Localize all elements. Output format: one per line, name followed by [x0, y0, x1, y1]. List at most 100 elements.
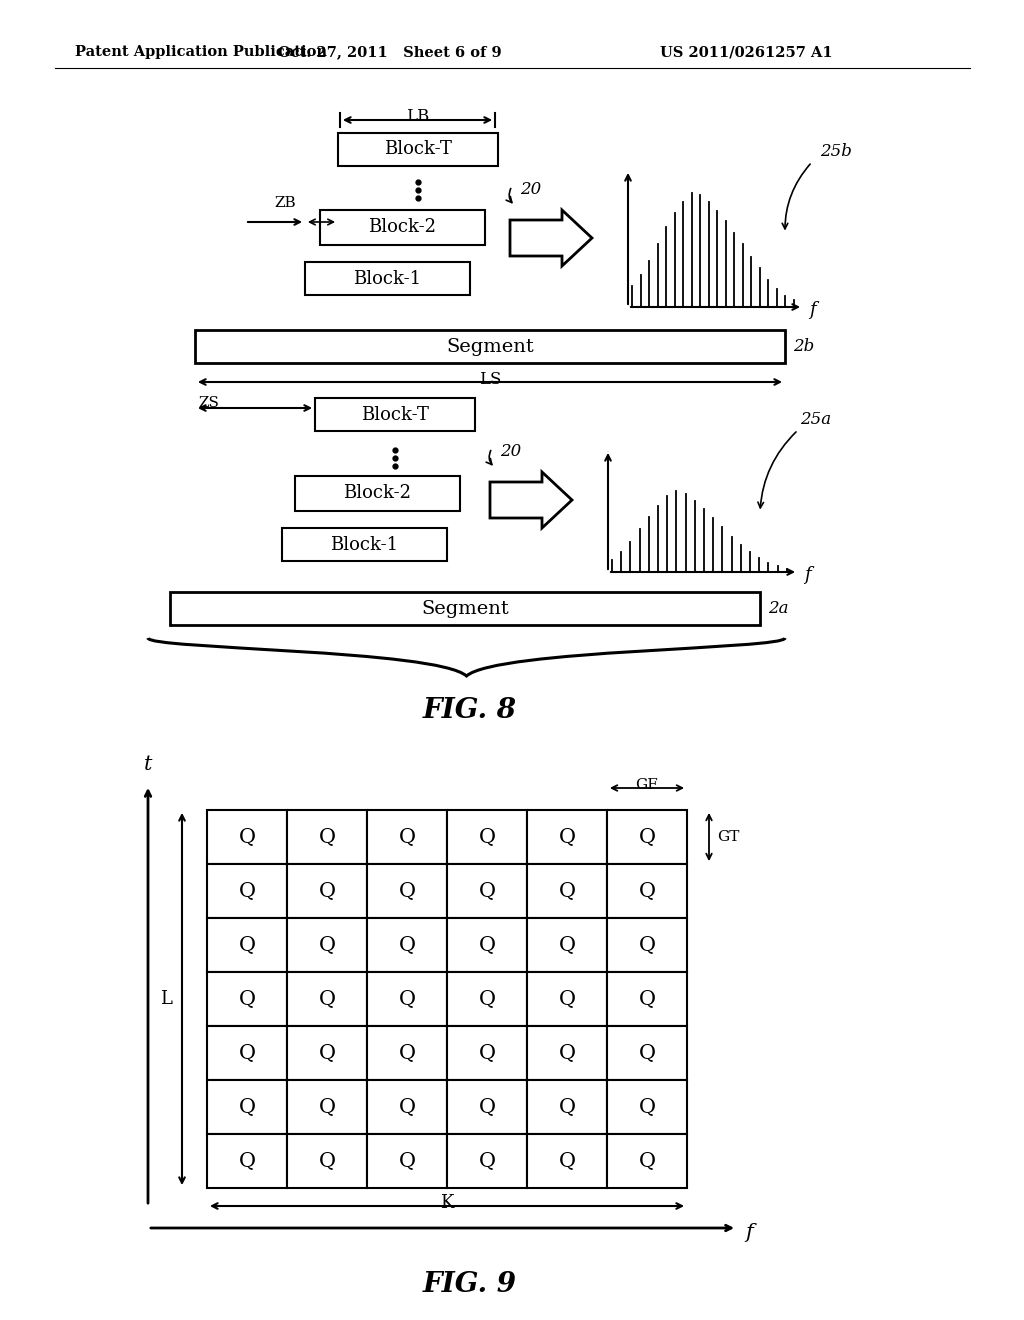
Text: 25a: 25a: [800, 412, 831, 429]
Text: Q: Q: [478, 936, 496, 954]
Bar: [447, 917, 527, 972]
Bar: [207, 972, 287, 1026]
Bar: [367, 917, 447, 972]
Text: Q: Q: [398, 990, 416, 1008]
Text: Q: Q: [639, 1151, 655, 1171]
Bar: [527, 917, 607, 972]
Bar: [607, 810, 687, 865]
Text: 20: 20: [520, 181, 542, 198]
Text: Segment: Segment: [421, 599, 509, 618]
Bar: [367, 1134, 447, 1188]
Text: Q: Q: [558, 882, 575, 900]
Text: 2a: 2a: [768, 601, 788, 616]
Text: Block-1: Block-1: [331, 536, 398, 553]
Bar: [295, 477, 460, 511]
Text: t: t: [143, 755, 153, 774]
Bar: [447, 972, 527, 1026]
Bar: [527, 1080, 607, 1134]
Text: Q: Q: [318, 828, 336, 846]
Text: Q: Q: [239, 828, 256, 846]
Bar: [287, 1080, 367, 1134]
Bar: [607, 917, 687, 972]
Bar: [607, 972, 687, 1026]
Text: ZS: ZS: [198, 396, 219, 411]
Bar: [195, 330, 785, 363]
Text: Q: Q: [239, 1151, 256, 1171]
Text: Q: Q: [558, 828, 575, 846]
Text: US 2011/0261257 A1: US 2011/0261257 A1: [660, 45, 833, 59]
Text: GF: GF: [636, 777, 658, 792]
Bar: [607, 1080, 687, 1134]
Text: Q: Q: [478, 882, 496, 900]
Text: Block-1: Block-1: [353, 269, 422, 288]
Text: f: f: [804, 566, 811, 583]
Bar: [287, 1134, 367, 1188]
Text: Q: Q: [398, 936, 416, 954]
Text: 2b: 2b: [793, 338, 814, 355]
Bar: [207, 1026, 287, 1080]
Text: Q: Q: [639, 990, 655, 1008]
Text: Block-T: Block-T: [384, 140, 452, 158]
Text: Segment: Segment: [446, 338, 534, 355]
Bar: [338, 133, 498, 166]
Bar: [287, 810, 367, 865]
Polygon shape: [510, 210, 592, 267]
Bar: [287, 972, 367, 1026]
Text: Q: Q: [639, 882, 655, 900]
Text: FIG. 8: FIG. 8: [423, 697, 517, 723]
Text: Q: Q: [398, 882, 416, 900]
Text: Q: Q: [398, 828, 416, 846]
Bar: [367, 810, 447, 865]
Bar: [287, 917, 367, 972]
Text: Q: Q: [478, 828, 496, 846]
Text: Q: Q: [239, 1044, 256, 1063]
Text: Q: Q: [478, 1044, 496, 1063]
Bar: [367, 972, 447, 1026]
Bar: [367, 1026, 447, 1080]
Bar: [287, 1026, 367, 1080]
Bar: [447, 1026, 527, 1080]
Text: Block-2: Block-2: [343, 484, 412, 503]
Bar: [447, 1134, 527, 1188]
Text: f: f: [809, 301, 816, 319]
Text: Q: Q: [478, 1097, 496, 1117]
Text: Q: Q: [318, 936, 336, 954]
Text: Q: Q: [318, 1097, 336, 1117]
Bar: [607, 865, 687, 917]
Text: Q: Q: [639, 1044, 655, 1063]
Text: Q: Q: [639, 828, 655, 846]
Bar: [315, 399, 475, 432]
Text: FIG. 9: FIG. 9: [423, 1271, 517, 1299]
Bar: [527, 972, 607, 1026]
Text: GT: GT: [717, 830, 739, 843]
Text: 20: 20: [500, 444, 521, 461]
Text: Q: Q: [558, 1044, 575, 1063]
Bar: [170, 591, 760, 624]
Bar: [207, 917, 287, 972]
Text: LS: LS: [479, 371, 501, 388]
Bar: [282, 528, 447, 561]
Bar: [319, 210, 485, 246]
Bar: [207, 1134, 287, 1188]
Text: Q: Q: [318, 882, 336, 900]
Text: Q: Q: [398, 1151, 416, 1171]
Bar: [367, 1080, 447, 1134]
Text: Q: Q: [558, 1151, 575, 1171]
Text: ZB: ZB: [274, 195, 296, 210]
Text: Q: Q: [318, 1044, 336, 1063]
Bar: [527, 810, 607, 865]
Text: Q: Q: [398, 1097, 416, 1117]
Text: Q: Q: [558, 990, 575, 1008]
Bar: [447, 1080, 527, 1134]
Text: Q: Q: [318, 1151, 336, 1171]
Text: K: K: [440, 1195, 454, 1212]
Text: 25b: 25b: [820, 144, 852, 161]
Bar: [527, 1026, 607, 1080]
Bar: [207, 810, 287, 865]
Bar: [367, 865, 447, 917]
Text: Block-T: Block-T: [361, 405, 429, 424]
Bar: [305, 261, 470, 294]
Polygon shape: [490, 473, 572, 528]
Bar: [207, 1080, 287, 1134]
Text: Q: Q: [639, 936, 655, 954]
